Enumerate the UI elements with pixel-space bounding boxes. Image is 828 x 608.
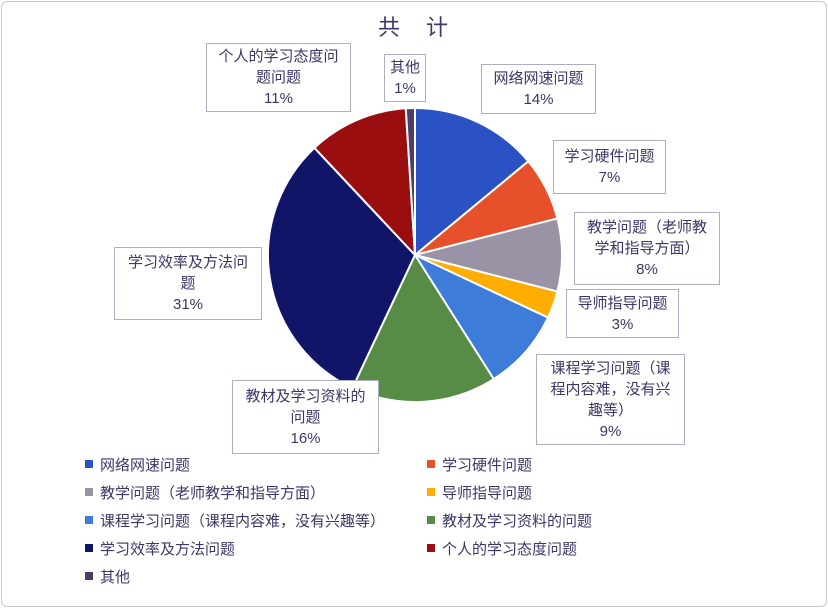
legend-swatch-icon xyxy=(85,572,93,580)
pie-slice-4[interactable] xyxy=(414,254,550,381)
data-label-text: 教材及学习资料的问题 xyxy=(245,387,366,426)
data-label-box-network-speed[interactable]: 网络网速问题 14% xyxy=(481,64,596,114)
pie-slice-8[interactable] xyxy=(404,107,416,256)
legend-label: 学习效率及方法问题 xyxy=(100,540,236,558)
data-label-percent: 16% xyxy=(290,429,321,447)
data-label-percent: 3% xyxy=(611,315,634,333)
data-label-box-course[interactable]: 课程学习问题（课程内容难，没有兴趣等） 9% xyxy=(536,354,685,445)
data-label-box-efficiency[interactable]: 学习效率及方法问题 31% xyxy=(114,247,262,320)
data-label-percent: 11% xyxy=(264,90,293,107)
legend-swatch-icon xyxy=(427,460,435,468)
legend-swatch-icon xyxy=(85,460,93,468)
pie-svg xyxy=(267,107,563,403)
data-label-percent: 7% xyxy=(598,169,621,186)
legend-label: 导师指导问题 xyxy=(442,484,533,502)
data-label-text: 导师指导问题 xyxy=(577,294,668,312)
legend-label: 教学问题（老师教学和指导方面） xyxy=(100,484,326,502)
data-label-text: 个人的学习态度问题问题 xyxy=(218,48,339,86)
legend-label: 教材及学习资料的问题 xyxy=(442,512,593,530)
legend-label: 学习硬件问题 xyxy=(442,456,533,474)
legend-item-3[interactable]: 导师指导问题 xyxy=(427,482,745,502)
legend-label: 课程学习问题（课程内容难，没有兴趣等） xyxy=(100,512,386,530)
legend-swatch-icon xyxy=(427,488,435,496)
data-label-box-attitude[interactable]: 个人的学习态度问题问题 11% xyxy=(206,43,351,112)
data-label-percent: 1% xyxy=(394,80,416,97)
legend-swatch-icon xyxy=(85,488,93,496)
data-label-percent: 14% xyxy=(523,91,554,108)
pie-slice-6[interactable] xyxy=(267,146,416,390)
pie-slice-7[interactable] xyxy=(313,107,416,256)
data-label-text: 网络网速问题 xyxy=(493,70,584,87)
legend-swatch-icon xyxy=(85,516,93,524)
legend-item-1[interactable]: 学习硬件问题 xyxy=(427,454,745,474)
data-label-box-teaching[interactable]: 教学问题（老师教学和指导方面） 8% xyxy=(574,212,720,285)
data-label-box-mentor[interactable]: 导师指导问题 3% xyxy=(566,289,679,338)
legend-item-2[interactable]: 教学问题（老师教学和指导方面） xyxy=(85,482,427,502)
legend-item-4[interactable]: 课程学习问题（课程内容难，没有兴趣等） xyxy=(85,510,427,530)
data-label-text: 其他 xyxy=(389,59,420,76)
legend-label: 网络网速问题 xyxy=(100,456,191,474)
legend-swatch-icon xyxy=(85,544,93,552)
data-label-text: 课程学习问题（课程内容难，没有兴趣等） xyxy=(550,359,671,419)
legend-swatch-icon xyxy=(427,516,435,524)
legend-label: 其他 xyxy=(100,568,131,586)
data-label-percent: 31% xyxy=(172,296,204,313)
data-label-text: 学习效率及方法问题 xyxy=(128,254,249,292)
data-label-text: 学习硬件问题 xyxy=(564,148,655,165)
data-label-percent: 8% xyxy=(636,261,658,278)
legend-item-7[interactable]: 个人的学习态度问题 xyxy=(427,538,745,558)
legend: 网络网速问题 学习硬件问题教学问题（老师教学和指导方面） 导师指导问题课程学习问题（… xyxy=(85,454,745,586)
data-label-box-other[interactable]: 其他 1% xyxy=(384,54,426,102)
legend-item-6[interactable]: 学习效率及方法问题 xyxy=(85,538,427,558)
legend-item-0[interactable]: 网络网速问题 xyxy=(85,454,427,474)
legend-item-5[interactable]: 教材及学习资料的问题 xyxy=(427,510,745,530)
data-label-box-hardware[interactable]: 学习硬件问题 7% xyxy=(553,140,666,194)
chart-title[interactable]: 共 计 xyxy=(377,15,450,40)
data-label-box-materials[interactable]: 教材及学习资料的问题 16% xyxy=(232,380,379,454)
data-label-text: 教学问题（老师教学和指导方面） xyxy=(587,219,708,257)
data-label-percent: 9% xyxy=(599,422,622,440)
legend-label: 个人的学习态度问题 xyxy=(442,540,578,558)
pie-slice-0[interactable] xyxy=(414,107,530,256)
legend-swatch-icon xyxy=(427,544,435,552)
legend-item-8[interactable]: 其他 xyxy=(85,566,427,586)
